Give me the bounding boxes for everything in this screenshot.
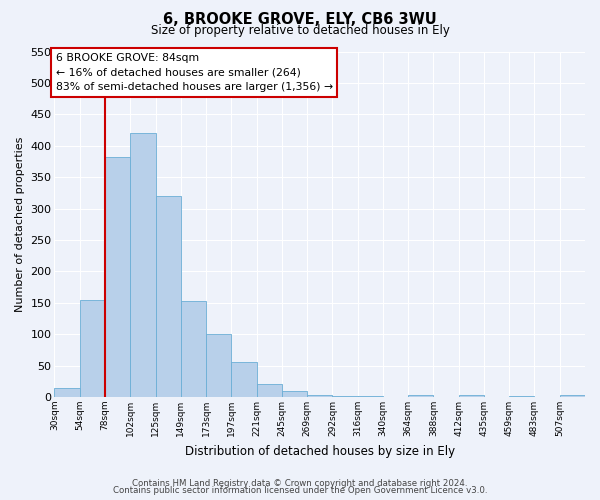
Bar — [232, 362, 257, 397]
Bar — [282, 390, 307, 397]
Bar — [181, 301, 206, 397]
Text: Contains public sector information licensed under the Open Government Licence v3: Contains public sector information licen… — [113, 486, 487, 495]
Bar — [55, 388, 80, 397]
Bar — [105, 157, 130, 397]
Y-axis label: Number of detached properties: Number of detached properties — [15, 136, 25, 312]
Bar — [560, 395, 585, 397]
Bar — [155, 196, 181, 397]
Bar — [257, 384, 282, 397]
Text: 6 BROOKE GROVE: 84sqm
← 16% of detached houses are smaller (264)
83% of semi-det: 6 BROOKE GROVE: 84sqm ← 16% of detached … — [56, 53, 332, 92]
Bar — [80, 300, 105, 397]
Bar — [206, 334, 232, 397]
Bar — [130, 133, 155, 397]
Text: 6, BROOKE GROVE, ELY, CB6 3WU: 6, BROOKE GROVE, ELY, CB6 3WU — [163, 12, 437, 28]
Bar — [332, 396, 358, 397]
Bar — [307, 395, 332, 397]
Bar — [408, 394, 433, 397]
X-axis label: Distribution of detached houses by size in Ely: Distribution of detached houses by size … — [185, 444, 455, 458]
Bar — [358, 396, 383, 397]
Bar — [509, 396, 535, 397]
Bar — [458, 395, 484, 397]
Text: Contains HM Land Registry data © Crown copyright and database right 2024.: Contains HM Land Registry data © Crown c… — [132, 478, 468, 488]
Text: Size of property relative to detached houses in Ely: Size of property relative to detached ho… — [151, 24, 449, 37]
